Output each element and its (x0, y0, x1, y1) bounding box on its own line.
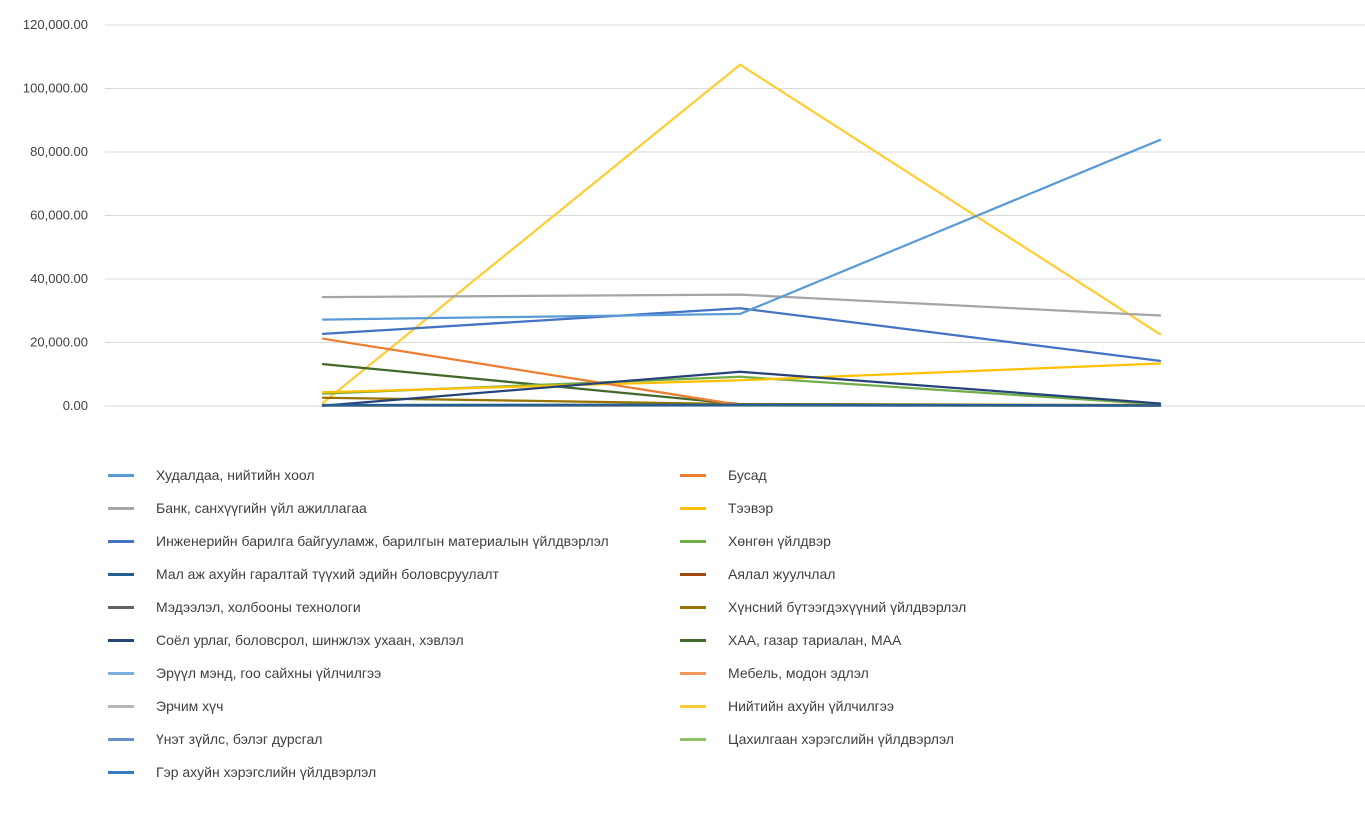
legend-item: Мал аж ахуйн гаралтай түүхий эдийн болов… (108, 565, 628, 583)
legend-label: Гэр ахуйн хэрэгслийн үйлдвэрлэл (156, 764, 377, 780)
y-tick-label: 40,000.00 (30, 271, 88, 286)
series-line (321, 403, 1162, 407)
legend-item: Мэдээлэл, холбооны технологи (108, 598, 628, 616)
legend-item: Цахилгаан хэрэгслийн үйлдвэрлэл (680, 730, 1100, 748)
legend-label: Бусад (728, 467, 767, 483)
series-line (321, 370, 1162, 407)
series-line (321, 63, 1162, 404)
legend-item: Хөнгөн үйлдвэр (680, 532, 1100, 550)
legend-label: ХАА, газар тариалан, МАА (728, 632, 902, 648)
legend-swatch (108, 507, 134, 510)
legend-swatch (680, 639, 706, 642)
legend-swatch (680, 540, 706, 543)
legend-column-right: Бусад Тээвэр Хөнгөн үйлдвэр Аялал жуулчлал Х… (680, 466, 1100, 763)
legend-item: Үнэт зүйлс, бэлэг дурсгал (108, 730, 628, 748)
legend-item: Худалдаа, нийтийн хоол (108, 466, 628, 484)
y-axis-tick-labels: 0.00 20,000.00 40,000.00 60,000.00 80,000.00… (23, 17, 88, 413)
legend-label: Эрүүл мэнд, гоо сайхны үйлчилгээ (156, 665, 382, 681)
legend-swatch (680, 474, 706, 477)
legend-swatch (108, 639, 134, 642)
legend-swatch (108, 738, 134, 741)
legend-label: Эрчим хүч (156, 698, 224, 714)
legend-label: Худалдаа, нийтийн хоол (156, 467, 315, 483)
legend-label: Нийтийн ахуйн үйлчилгээ (728, 698, 895, 714)
legend-label: Аялал жуулчлал (728, 566, 836, 582)
legend-label: Мал аж ахуйн гаралтай түүхий эдийн болов… (156, 566, 499, 582)
legend-label: Үнэт зүйлс, бэлэг дурсгал (156, 731, 323, 747)
legend-item: Эрүүл мэнд, гоо сайхны үйлчилгээ (108, 664, 628, 682)
legend-item: Гэр ахуйн хэрэгслийн үйлдвэрлэл (108, 763, 628, 781)
legend-item: Инженерийн барилга байгууламж, барилгын … (108, 532, 628, 550)
legend-swatch (108, 672, 134, 675)
legend-item: Соёл урлаг, боловсрол, шинжлэх ухаан, хэ… (108, 631, 628, 649)
legend-label: Хүнсний бүтээгдэхүүний үйлдвэрлэл (728, 599, 967, 615)
series-line (321, 138, 1162, 321)
y-tick-label: 100,000.00 (23, 81, 88, 96)
legend-item: Мебель, модон эдлэл (680, 664, 1100, 682)
legend-item: Хүнсний бүтээгдэхүүний үйлдвэрлэл (680, 598, 1100, 616)
series-lines (321, 63, 1162, 408)
legend-label: Мэдээлэл, холбооны технологи (156, 599, 361, 615)
legend-swatch (680, 705, 706, 708)
legend-swatch (108, 606, 134, 609)
legend-column-left: Худалдаа, нийтийн хоол Банк, санхүүгийн ү… (108, 466, 628, 796)
series-line (321, 307, 1162, 363)
legend-swatch (680, 507, 706, 510)
legend-label: Тээвэр (728, 500, 774, 516)
legend-item: Аялал жуулчлал (680, 565, 1100, 583)
legend-item: Банк, санхүүгийн үйл ажиллагаа (108, 499, 628, 517)
legend-item: ХАА, газар тариалан, МАА (680, 631, 1100, 649)
legend-swatch (680, 606, 706, 609)
legend-swatch (108, 705, 134, 708)
legend-label: Соёл урлаг, боловсрол, шинжлэх ухаан, хэ… (156, 632, 464, 648)
legend-item: Нийтийн ахуйн үйлчилгээ (680, 697, 1100, 715)
line-chart: 0.00 20,000.00 40,000.00 60,000.00 80,000.00… (23, 17, 1365, 413)
legend-label: Цахилгаан хэрэгслийн үйлдвэрлэл (728, 731, 954, 747)
legend-swatch (108, 474, 134, 477)
legend-label: Хөнгөн үйлдвэр (728, 533, 831, 549)
legend-swatch (108, 540, 134, 543)
y-tick-label: 80,000.00 (30, 144, 88, 159)
legend-swatch (680, 573, 706, 576)
series-line (321, 362, 1162, 394)
legend-swatch (680, 672, 706, 675)
legend-swatch (108, 573, 134, 576)
legend-item: Бусад (680, 466, 1100, 484)
legend-item: Эрчим хүч (108, 697, 628, 715)
y-tick-label: 20,000.00 (30, 335, 88, 350)
legend-label: Инженерийн барилга байгууламж, барилгын … (156, 533, 609, 549)
legend-swatch (108, 771, 134, 774)
series-line (321, 293, 1162, 317)
legend-item: Тээвэр (680, 499, 1100, 517)
legend-swatch (680, 738, 706, 741)
legend-label: Мебель, модон эдлэл (728, 665, 869, 681)
y-tick-label: 0.00 (63, 398, 88, 413)
y-tick-label: 60,000.00 (30, 208, 88, 223)
y-tick-label: 120,000.00 (23, 17, 88, 32)
legend-label: Банк, санхүүгийн үйл ажиллагаа (156, 500, 367, 516)
gridlines (105, 24, 1365, 407)
